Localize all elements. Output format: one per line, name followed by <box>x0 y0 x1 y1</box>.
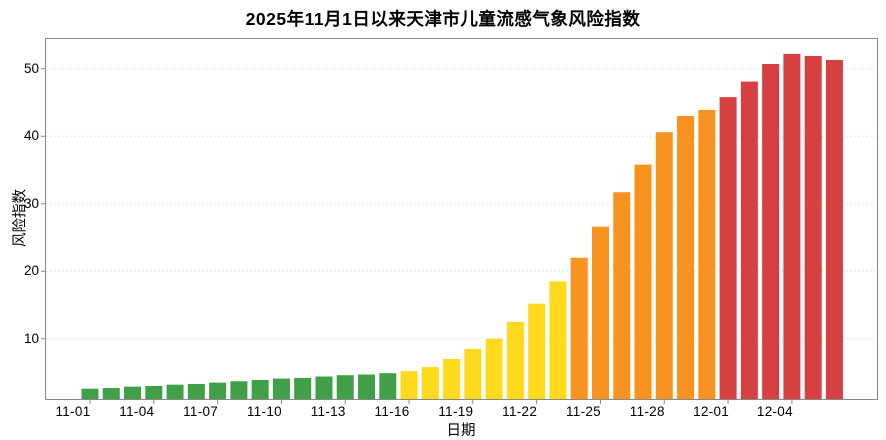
xtick-label-11-22: 11-22 <box>502 404 538 419</box>
bar-11-22 <box>528 303 546 399</box>
bar-11-19 <box>464 348 482 400</box>
ytick-label-40: 40 <box>23 128 39 144</box>
bar-11-09 <box>251 379 269 399</box>
ytick-label-50: 50 <box>23 60 39 76</box>
bar-11-06 <box>187 383 205 399</box>
xtick-label-11-19: 11-19 <box>438 404 474 419</box>
bar-12-04 <box>783 53 801 400</box>
bar-11-20 <box>485 338 503 399</box>
bar-12-05 <box>804 55 822 400</box>
bar-11-02 <box>102 388 120 399</box>
x-axis-label: 日期 <box>446 423 476 439</box>
ytick-label-20: 20 <box>23 263 39 279</box>
bar-11-21 <box>506 321 524 400</box>
xtick-label-11-28: 11-28 <box>629 404 665 419</box>
bar-11-05 <box>166 384 184 399</box>
xtick-label-11-16: 11-16 <box>374 404 410 419</box>
bar-11-04 <box>145 386 163 399</box>
bar-11-08 <box>230 381 248 399</box>
bar-12-03 <box>762 64 780 400</box>
xtick-label-12-01: 12-01 <box>693 404 730 419</box>
bar-11-14 <box>358 374 376 399</box>
xtick-label-11-10: 11-10 <box>246 404 282 419</box>
bar-11-24 <box>570 257 588 399</box>
chart-title: 2025年11月1日以来天津市儿童流感气象风险指数 <box>245 9 641 29</box>
bar-11-13 <box>336 375 354 399</box>
bar-11-18 <box>443 359 461 399</box>
bar-11-16 <box>400 371 418 399</box>
bar-11-12 <box>315 376 333 399</box>
plot-box <box>45 38 878 400</box>
bar-11-15 <box>379 373 397 399</box>
bar-11-26 <box>613 192 631 399</box>
bar-11-10 <box>272 378 290 399</box>
bar-11-03 <box>124 386 142 399</box>
bar-11-27 <box>634 164 652 399</box>
bar-12-01 <box>719 97 737 399</box>
bar-11-23 <box>549 281 567 400</box>
bar-11-30 <box>698 109 716 400</box>
xtick-label-11-04: 11-04 <box>119 404 155 419</box>
bar-12-06 <box>825 59 843 399</box>
bar-11-25 <box>591 226 609 399</box>
ytick-label-10: 10 <box>23 330 39 346</box>
bar-11-07 <box>209 382 227 400</box>
bar-11-17 <box>421 367 439 399</box>
bar-11-28 <box>655 132 673 399</box>
bar-11-29 <box>677 116 695 399</box>
bar-11-01 <box>81 388 99 399</box>
xtick-label-11-25: 11-25 <box>565 404 601 419</box>
xtick-label-11-01: 11-01 <box>55 404 91 419</box>
xtick-label-12-04: 12-04 <box>756 404 793 419</box>
bar-11-11 <box>294 377 312 399</box>
xtick-label-11-13: 11-13 <box>310 404 346 419</box>
bar-12-02 <box>740 81 758 399</box>
ytick-label-30: 30 <box>23 195 39 211</box>
xtick-label-11-07: 11-07 <box>183 404 219 419</box>
